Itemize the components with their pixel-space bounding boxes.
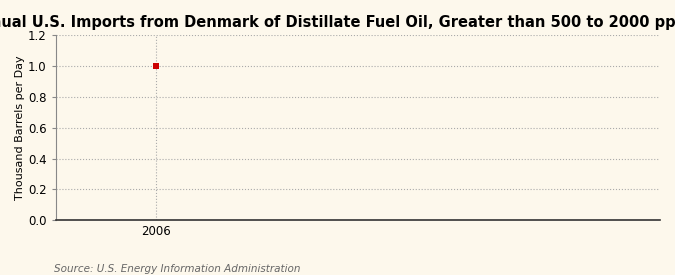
Title: Annual U.S. Imports from Denmark of Distillate Fuel Oil, Greater than 500 to 200: Annual U.S. Imports from Denmark of Dist… xyxy=(0,15,675,30)
Y-axis label: Thousand Barrels per Day: Thousand Barrels per Day xyxy=(15,56,25,200)
Text: Source: U.S. Energy Information Administration: Source: U.S. Energy Information Administ… xyxy=(54,264,300,274)
